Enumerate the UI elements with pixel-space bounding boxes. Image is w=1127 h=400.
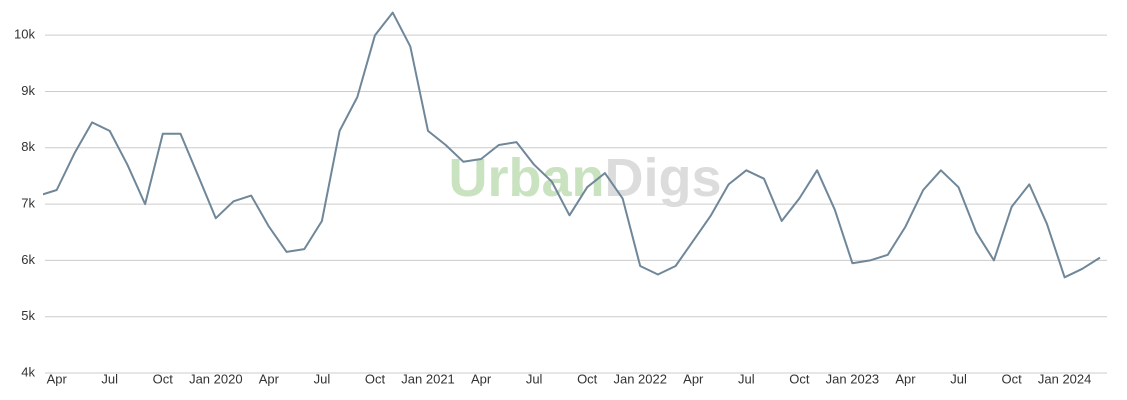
series-line <box>43 11 1101 279</box>
x-tick-label: Apr <box>47 371 68 386</box>
x-tick-label: Jul <box>950 371 967 386</box>
x-tick-label: Oct <box>789 371 810 386</box>
y-tick-label: 5k <box>21 308 35 323</box>
y-tick-label: 6k <box>21 252 35 267</box>
x-tick-label: Oct <box>577 371 598 386</box>
x-tick-label: Jan 2023 <box>826 371 880 386</box>
watermark-part: Urban <box>448 148 604 208</box>
x-tick-label: Jan 2022 <box>613 371 667 386</box>
watermark: UrbanDigs <box>448 148 721 208</box>
x-tick-label: Jul <box>314 371 331 386</box>
x-tick-label: Oct <box>365 371 386 386</box>
y-tick-label: 10k <box>14 27 35 42</box>
x-tick-label: Apr <box>683 371 704 386</box>
x-tick-label: Jul <box>101 371 118 386</box>
y-tick-label: 9k <box>21 83 35 98</box>
x-tick-label: Oct <box>1001 371 1022 386</box>
x-tick-label: Jan 2020 <box>189 371 243 386</box>
x-tick-label: Jul <box>738 371 755 386</box>
y-tick-label: 7k <box>21 196 35 211</box>
x-tick-label: Jul <box>526 371 543 386</box>
x-tick-label: Oct <box>153 371 174 386</box>
x-tick-label: Apr <box>471 371 492 386</box>
y-tick-label: 4k <box>21 364 35 379</box>
x-tick-label: Apr <box>259 371 280 386</box>
y-tick-label: 8k <box>21 139 35 154</box>
x-tick-label: Jan 2024 <box>1038 371 1092 386</box>
x-tick-label: Apr <box>895 371 916 386</box>
x-tick-label: Jan 2021 <box>401 371 455 386</box>
watermark-part: Digs <box>604 148 721 208</box>
